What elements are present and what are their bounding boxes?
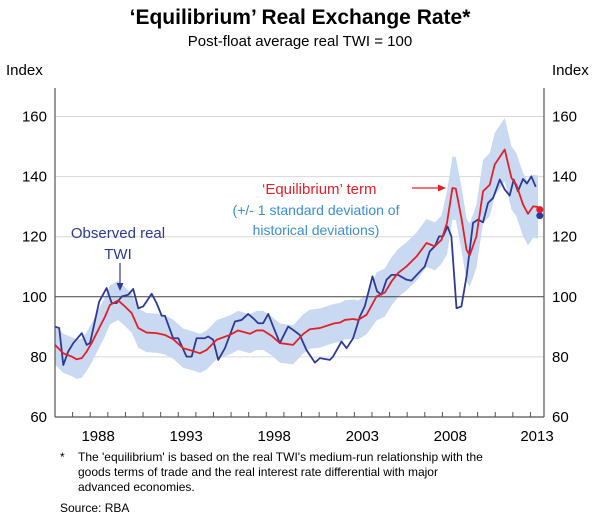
footnote-marker: *: [60, 450, 65, 464]
std-dev-band: [55, 118, 539, 379]
equilibrium-latest-dot: [536, 206, 544, 214]
y-tick-label-left: 60: [30, 409, 47, 426]
y-axis-label-right: Index: [552, 62, 589, 79]
observed-twi-line: [54, 175, 537, 366]
footnote-line-2: goods terms of trade and the real intere…: [78, 465, 438, 479]
y-tick-label-left: 120: [22, 229, 47, 246]
observed-arrow-head: [116, 283, 124, 291]
chart-subtitle: Post-float average real TWI = 100: [188, 33, 412, 50]
footnote-line-3: advanced economies.: [78, 480, 195, 494]
band-annotation-line1: (+/- 1 standard deviation of: [233, 202, 400, 218]
x-tick-label: 2013: [520, 428, 553, 445]
std-dev-band-group: [55, 118, 539, 379]
y-tick-label-left: 80: [30, 349, 47, 366]
x-tick-label: 2003: [346, 428, 379, 445]
y-tick-label-right: 160: [552, 109, 577, 126]
axes: [54, 88, 545, 418]
series-lines: [54, 148, 544, 366]
x-tick-label: 1998: [258, 428, 291, 445]
y-tick-label-left: 160: [22, 109, 47, 126]
y-tick-label-left: 140: [22, 169, 47, 186]
x-tick-label: 1993: [169, 428, 202, 445]
tick-labels: 60 60 80 80 100 100 120 120 140 140 160 160 1988 1993…: [22, 109, 577, 446]
x-tick-label: 2008: [434, 428, 467, 445]
y-tick-label-right: 120: [552, 229, 577, 246]
y-tick-label-right: 60: [552, 409, 569, 426]
y-tick-label-right: 80: [552, 349, 569, 366]
footnote-line-1: The 'equilibrium' is based on the real T…: [78, 450, 483, 464]
chart-title: ‘Equilibrium’ Real Exchange Rate*: [130, 6, 472, 29]
y-tick-label-right: 140: [552, 169, 577, 186]
equilibrium-arrow-head: [438, 184, 446, 192]
observed-annotation-line2: TWI: [104, 246, 132, 263]
observed-twi-latest-dot: [536, 212, 544, 220]
band-annotation-line2: historical deviations): [253, 222, 380, 238]
equilibrium-line: [54, 148, 539, 361]
y-tick-label-right: 100: [552, 289, 577, 306]
equilibrium-annotation: ‘Equilibrium’ term: [262, 181, 376, 198]
y-axis-label-left: Index: [6, 62, 43, 79]
y-tick-label-left: 100: [22, 289, 47, 306]
x-tick-label: 1988: [81, 428, 114, 445]
source-note: Source: RBA: [60, 501, 129, 515]
observed-annotation-line1: Observed real: [71, 225, 165, 242]
